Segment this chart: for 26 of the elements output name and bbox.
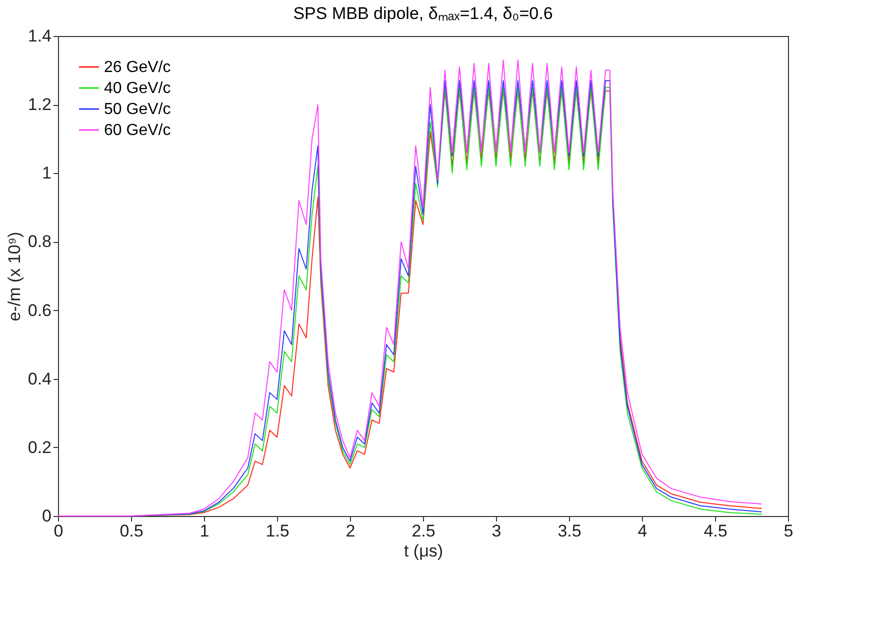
x-tick-label: 1.5 [266, 522, 290, 540]
legend-label: 26 GeV/c [104, 59, 171, 76]
y-tick-label: 0.8 [28, 232, 52, 252]
x-tick-label: 3 [492, 522, 502, 540]
x-tick-label: 2 [346, 522, 356, 540]
y-tick-label: 1.2 [28, 95, 52, 114]
x-tick-label: 0 [54, 522, 64, 540]
legend-label: 50 GeV/c [104, 101, 171, 118]
y-axis-title: e-/m (x 10⁹) [4, 232, 24, 322]
x-tick-label: 4.5 [704, 522, 728, 540]
y-tick-label: 0.2 [28, 438, 52, 457]
legend-label: 60 GeV/c [104, 122, 171, 139]
x-tick-label: 5 [784, 522, 794, 540]
chart-title: SPS MBB dipole, δₘₐₓ=1.4, δ₀=0.6 [293, 4, 553, 23]
x-tick-label: 4 [638, 522, 648, 540]
x-tick-label: 0.5 [120, 522, 144, 540]
y-tick-label: 0.4 [28, 369, 52, 388]
x-tick-label: 1 [200, 522, 210, 540]
x-tick-label: 3.5 [558, 522, 582, 540]
y-tick-label: 1 [42, 164, 52, 183]
y-tick-label: 0.6 [28, 300, 52, 320]
legend-label: 40 GeV/c [104, 80, 171, 97]
x-tick-label: 2.5 [412, 522, 436, 540]
y-tick-label: 1.4 [28, 26, 52, 46]
x-axis-title: t (μs) [404, 542, 444, 560]
y-tick-label: 0 [42, 506, 52, 526]
